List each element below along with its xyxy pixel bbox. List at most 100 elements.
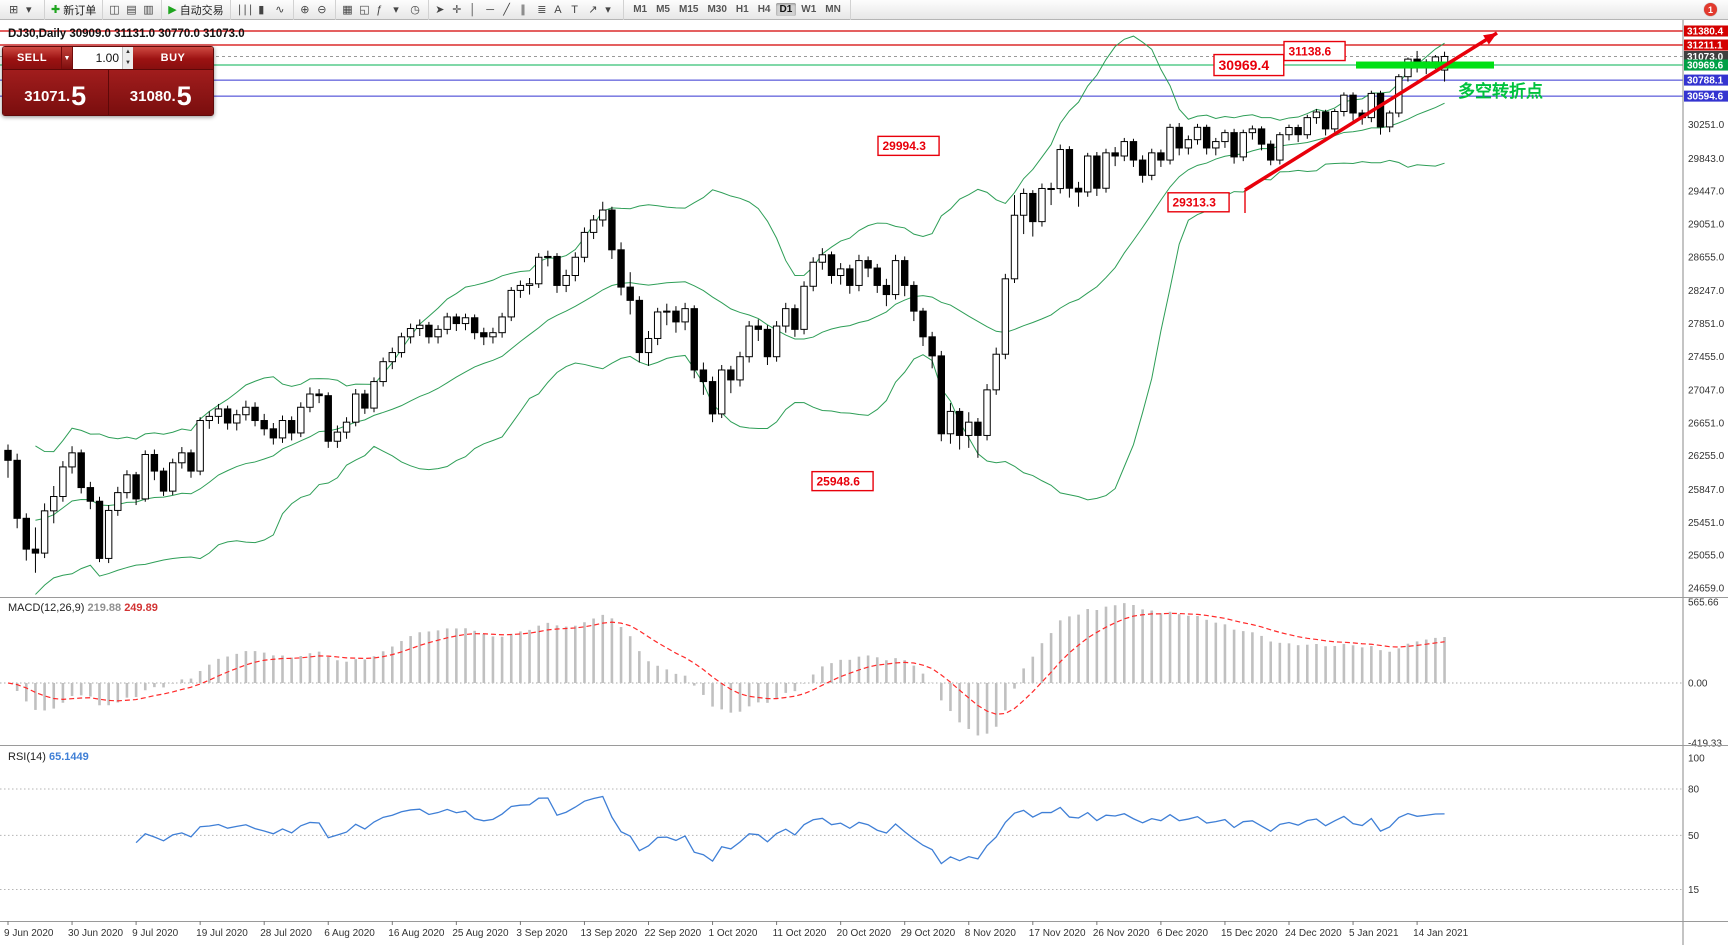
- svg-text:31211.1: 31211.1: [1687, 41, 1723, 52]
- period-menu-icon[interactable]: ◷: [408, 1, 424, 18]
- notification-badge[interactable]: 1: [1704, 3, 1717, 16]
- price-callout-text: 25948.6: [817, 474, 861, 488]
- timeframe-m15[interactable]: M15: [679, 4, 699, 15]
- price-scale[interactable]: [1683, 20, 1728, 945]
- candle-body: [763, 328, 772, 358]
- macd-scale-label: -419.33: [1688, 739, 1722, 750]
- candle-body: [1056, 149, 1064, 190]
- trend-arrow-line[interactable]: [1244, 31, 1498, 192]
- volume-value[interactable]: 1.00: [95, 51, 119, 65]
- candle-body: [617, 249, 625, 288]
- candle-body: [242, 406, 250, 416]
- profiles-icon[interactable]: ▤: [124, 1, 140, 18]
- timeframe-d1[interactable]: D1: [775, 3, 797, 16]
- market-watch-icon[interactable]: ▥: [141, 1, 157, 18]
- arrow-tool-icon[interactable]: ↗: [586, 1, 602, 18]
- candle-body: [507, 289, 515, 318]
- candle-body: [1193, 126, 1202, 141]
- y-scale-label: 25055.0: [1688, 551, 1725, 562]
- candle-body: [315, 393, 323, 397]
- trendline-icon[interactable]: ╱: [501, 1, 517, 18]
- price-callout[interactable]: 25948.6: [811, 470, 874, 492]
- text-icon[interactable]: A: [552, 1, 568, 18]
- candle-body: [1276, 134, 1284, 161]
- price-callout[interactable]: 30969.4: [1213, 53, 1285, 77]
- timeframe-m30[interactable]: M30: [707, 4, 727, 15]
- text-label-icon[interactable]: T: [569, 1, 585, 18]
- zoom-in-icon[interactable]: ⊕: [298, 1, 314, 18]
- candle-body: [882, 284, 891, 296]
- candle-body: [928, 336, 936, 357]
- indicators-dropdown-icon[interactable]: ▾: [391, 1, 407, 18]
- candle-body: [434, 328, 442, 338]
- vertical-line-icon[interactable]: │: [467, 1, 483, 18]
- candle-body: [1431, 56, 1440, 63]
- sell-price-big-digit: 5: [71, 81, 87, 111]
- horizontal-line-icon[interactable]: ─: [484, 1, 500, 18]
- buy-price[interactable]: 31080. 5: [108, 70, 213, 115]
- toolbar-group: ➤ ✛ │ ─ ╱ ∥ ≣ A T ↗ ▾: [429, 0, 625, 20]
- support-highlight-line[interactable]: [1356, 61, 1494, 69]
- candlestick-chart-icon[interactable]: ▮: [256, 1, 272, 18]
- price-callout-text: 29313.3: [1173, 196, 1217, 210]
- candle-body: [233, 414, 241, 424]
- timeframe-m5[interactable]: M5: [656, 4, 670, 15]
- price-callout[interactable]: 29313.3: [1167, 192, 1230, 213]
- rsi-pane: [0, 788, 1683, 890]
- chart-title: DJ30,Daily 30909.0 31131.0 30770.0 31073…: [8, 28, 245, 40]
- arrow-tool-icon: ↗: [588, 3, 598, 16]
- bar-chart-icon[interactable]: ∣∣∣: [235, 1, 256, 18]
- cursor-icon[interactable]: ➤: [433, 1, 449, 18]
- candle-body: [123, 474, 131, 494]
- autotrading-button[interactable]: ▶ 自动交易: [166, 1, 225, 18]
- order-options-caret[interactable]: ▼: [61, 47, 73, 69]
- chart-window-icon[interactable]: ◫: [107, 1, 123, 18]
- candle-body: [324, 395, 332, 442]
- candle-body: [955, 410, 964, 436]
- y-scale-label: 25451.0: [1688, 518, 1725, 529]
- y-scale-label: 28655.0: [1688, 252, 1725, 263]
- cn-annotation-text: 多空转折点: [1458, 81, 1543, 101]
- candle-body: [50, 496, 58, 512]
- indicators-icon[interactable]: ƒ: [374, 1, 390, 18]
- candle-body: [754, 325, 762, 330]
- fibonacci-icon[interactable]: ≣: [535, 1, 551, 18]
- channel-icon[interactable]: ∥: [518, 1, 534, 18]
- candle-body: [1367, 92, 1376, 119]
- rsi-scale-label: 15: [1688, 885, 1700, 896]
- volume-field[interactable]: 1.00 ▲ ▼: [73, 47, 133, 69]
- timeframe-h1[interactable]: H1: [735, 4, 749, 15]
- new-order-button[interactable]: ✚ 新订单: [49, 1, 98, 18]
- tile-windows-icon[interactable]: ◱: [357, 1, 373, 18]
- zoom-out-icon[interactable]: ⊖: [315, 1, 331, 18]
- auto-arrange-icon[interactable]: ▦: [340, 1, 356, 18]
- new-order-button: ✚: [51, 3, 61, 16]
- zoom-out-icon: ⊖: [317, 3, 327, 16]
- timeframe-mn[interactable]: MN: [825, 4, 841, 15]
- trendline-icon: ╱: [503, 3, 510, 16]
- timeframe-h4[interactable]: H4: [757, 4, 771, 15]
- new-chart-dropdown-icon[interactable]: ▾: [24, 1, 40, 18]
- timeframe-w1[interactable]: W1: [801, 4, 817, 15]
- candle-body: [416, 324, 424, 330]
- sell-button[interactable]: SELL: [3, 47, 61, 69]
- sell-price[interactable]: 31071. 5: [3, 70, 108, 115]
- volume-up-button[interactable]: ▲: [123, 47, 133, 58]
- timeframe-m1[interactable]: M1: [633, 4, 648, 15]
- crosshair-icon[interactable]: ✛: [450, 1, 466, 18]
- candle-body: [553, 255, 561, 286]
- profiles-icon: ▤: [126, 3, 137, 16]
- price-callout[interactable]: 29994.3: [877, 135, 940, 157]
- rsi-line: [135, 795, 1445, 865]
- shapes-dropdown-icon[interactable]: ▾: [603, 1, 619, 18]
- price-callout[interactable]: 31138.6: [1283, 40, 1346, 62]
- y-scale-label: 29051.0: [1688, 220, 1725, 231]
- price-tag: 31073.0: [1684, 50, 1728, 63]
- volume-down-button[interactable]: ▼: [123, 58, 133, 69]
- candle-body: [1202, 126, 1211, 149]
- new-chart-icon[interactable]: ⊞: [7, 1, 23, 18]
- x-axis-label: 14 Jan 2021: [1413, 928, 1468, 939]
- line-chart-icon[interactable]: ∿: [273, 1, 289, 18]
- buy-button[interactable]: BUY: [133, 47, 213, 69]
